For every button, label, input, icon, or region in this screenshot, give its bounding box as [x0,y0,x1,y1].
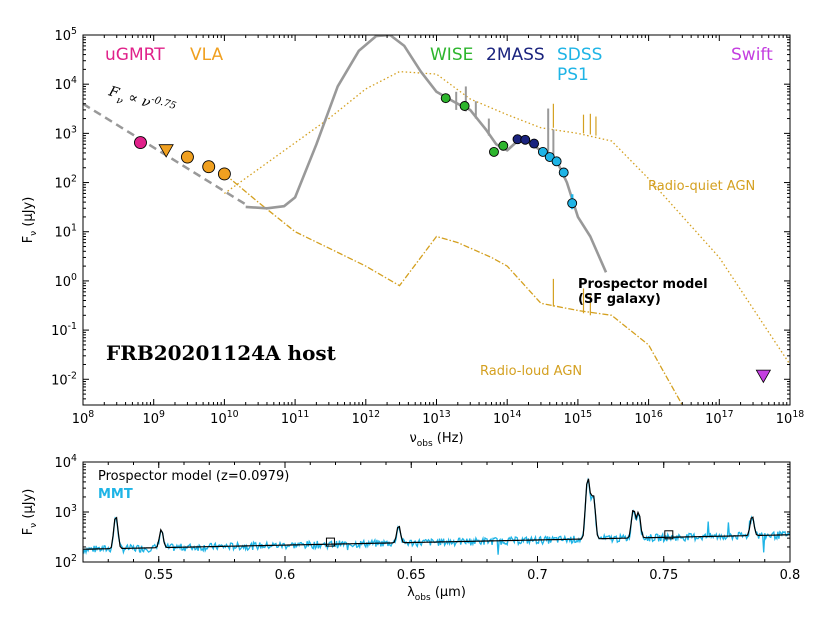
telescope-label-ugmrt: uGMRT [105,45,165,65]
point-sdss-ps1-2 [551,156,562,167]
legend-mmt: MMT [98,487,133,502]
point-wise-3 [498,140,509,151]
point-sdss-ps1-0 [537,146,548,157]
point-wise-0 [440,93,451,104]
x-tick-label: 1011 [281,409,309,427]
radio-loud-agn-curve [223,173,683,405]
spectrum-data [83,477,790,555]
spec-y-tick-label: 103 [55,503,78,521]
telescope-label-swift: Swift [731,45,773,65]
spec-x-tick-label: 0.8 [780,568,801,583]
legend-prospector-model: Prospector model (z=0.0979) [98,469,289,484]
y-tick-label: 104 [55,75,78,93]
spec-x-tick-label: 0.75 [649,568,678,583]
x-tick-label: 1010 [210,409,238,427]
y-tick-label: 10-2 [51,370,77,388]
point-vla-1 [202,160,216,174]
radio-quiet-agn-curve [224,70,790,365]
point-ugmrt-0 [134,136,147,150]
point-sdss-ps1-3 [558,167,569,178]
spec-y-axis-label: Fν (μJy) [21,489,39,536]
prospector-label-line2: (SF galaxy) [578,292,661,307]
spec-x-tick-label: 0.6 [275,568,296,583]
x-tick-label: 1017 [705,409,733,427]
point-2mass-1 [520,134,531,145]
model-spectrum [83,478,790,550]
telescope-label-ps1: PS1 [557,65,589,85]
x-tick-label: 1015 [564,409,592,427]
mmt-spectrum [83,477,790,555]
spec-y-tick-label: 102 [55,553,78,571]
radio-loud-label: Radio-loud AGN [480,364,582,379]
x-tick-label: 1014 [493,409,521,427]
prospector-label-line1: Prospector model [578,277,708,292]
spectrum-plot: 0.55 0.6 0.65 0.7 0.75 0.8 102 103 104 λobs (μm) F… [21,453,800,603]
x-tick-label: 109 [142,409,165,427]
photometry-square-1 [664,530,674,540]
y-tick-label: 101 [55,223,78,241]
point-wise-1 [459,101,470,111]
sed-plot: 108 109 1010 1011 1012 1013 1014 1015 1016 1017 10… [21,26,804,449]
photometry-square-0 [325,537,335,547]
spec-x-tick-label: 0.7 [527,568,548,583]
telescope-label-sdss: SDSS [557,45,602,65]
point-swift-0 [755,369,772,384]
point-vla-0 [158,144,174,158]
x-axis-label: νobs (Hz) [409,431,463,449]
telescope-label-wise: WISE [430,45,473,65]
telescope-label-2mass: 2MASS [486,45,545,65]
point-sdss-ps1-4 [567,198,578,209]
spec-x-axis-label: λobs (μm) [407,585,466,603]
y-axis-label: Fν (μJy) [21,197,39,244]
spec-x-tick-label: 0.55 [144,568,173,583]
point-wise-2 [489,146,499,157]
powerlaw-label: Fν ∝ ν-0.75 [105,81,178,122]
y-tick-label: 105 [55,26,78,44]
point-vla-0 [180,150,194,164]
point-vla-2 [217,167,231,181]
x-tick-label: 1018 [776,409,804,427]
x-tick-label: 1013 [422,409,450,427]
x-tick-label: 1012 [352,409,380,427]
point-2mass-2 [529,138,540,149]
x-tick-label: 1016 [634,409,662,427]
y-tick-label: 10-1 [51,321,77,339]
radio-quiet-label: Radio-quiet AGN [648,179,755,194]
chart-title: FRB20201124A host [106,341,337,365]
x-tick-label: 108 [72,409,95,427]
spec-x-tick-label: 0.65 [397,568,426,583]
y-tick-label: 100 [55,272,78,290]
telescope-label-vla: VLA [190,45,223,65]
y-tick-label: 103 [55,124,78,142]
spec-y-tick-label: 104 [55,453,78,471]
y-tick-label: 102 [55,174,78,192]
sed-data [83,35,790,405]
